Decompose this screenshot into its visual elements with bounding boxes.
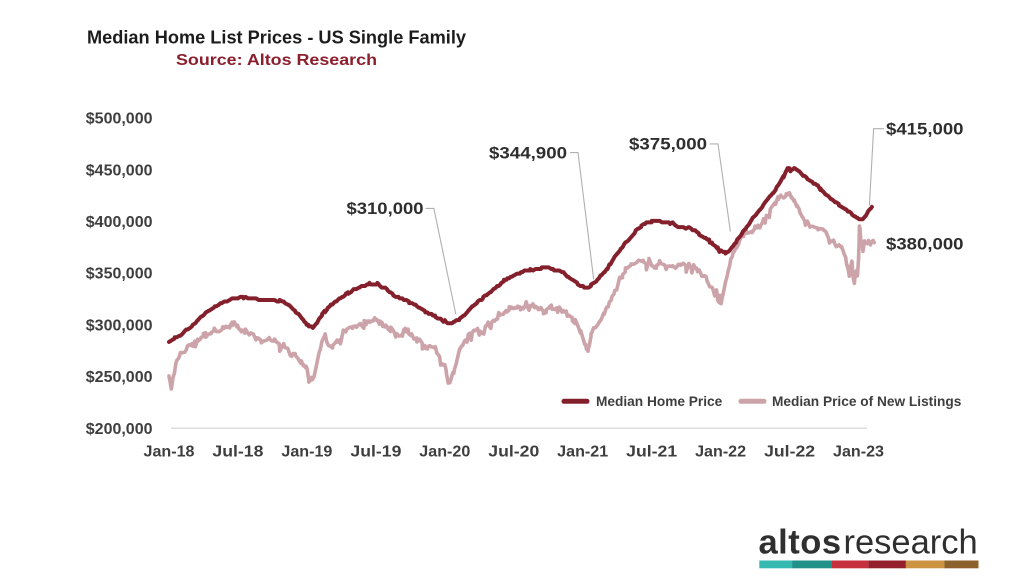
svg-text:$300,000: $300,000 <box>86 317 153 334</box>
svg-text:Jan-20: Jan-20 <box>419 444 470 461</box>
svg-text:Jan-23: Jan-23 <box>833 444 884 461</box>
svg-text:$344,900: $344,900 <box>489 143 567 162</box>
svg-text:Jul-21: Jul-21 <box>626 444 677 461</box>
svg-text:Source: Altos Research: Source: Altos Research <box>176 52 377 69</box>
svg-text:$250,000: $250,000 <box>86 369 153 386</box>
svg-text:Jul-18: Jul-18 <box>212 444 263 461</box>
svg-text:Jan-19: Jan-19 <box>281 444 332 461</box>
svg-text:Jul-22: Jul-22 <box>764 444 815 461</box>
svg-text:Median Price of New Listings: Median Price of New Listings <box>772 394 962 409</box>
svg-text:$310,000: $310,000 <box>347 199 424 218</box>
svg-text:$400,000: $400,000 <box>86 214 153 231</box>
svg-text:$450,000: $450,000 <box>86 162 153 179</box>
svg-text:$350,000: $350,000 <box>86 266 153 283</box>
svg-text:research: research <box>844 523 978 561</box>
svg-text:Median Home Price: Median Home Price <box>596 394 723 409</box>
svg-text:Jul-20: Jul-20 <box>488 444 539 461</box>
svg-text:$375,000: $375,000 <box>629 135 707 154</box>
svg-text:Jul-19: Jul-19 <box>350 444 401 461</box>
svg-text:altos: altos <box>759 523 842 561</box>
svg-text:Jan-18: Jan-18 <box>144 444 195 461</box>
svg-text:Jan-22: Jan-22 <box>695 444 746 461</box>
svg-text:Jan-21: Jan-21 <box>557 444 608 461</box>
svg-text:$380,000: $380,000 <box>886 235 964 254</box>
svg-text:$415,000: $415,000 <box>886 120 964 139</box>
svg-text:$200,000: $200,000 <box>86 421 153 438</box>
svg-text:Median Home List Prices - US S: Median Home List Prices - US Single Fami… <box>87 27 467 48</box>
svg-text:$500,000: $500,000 <box>86 111 153 128</box>
